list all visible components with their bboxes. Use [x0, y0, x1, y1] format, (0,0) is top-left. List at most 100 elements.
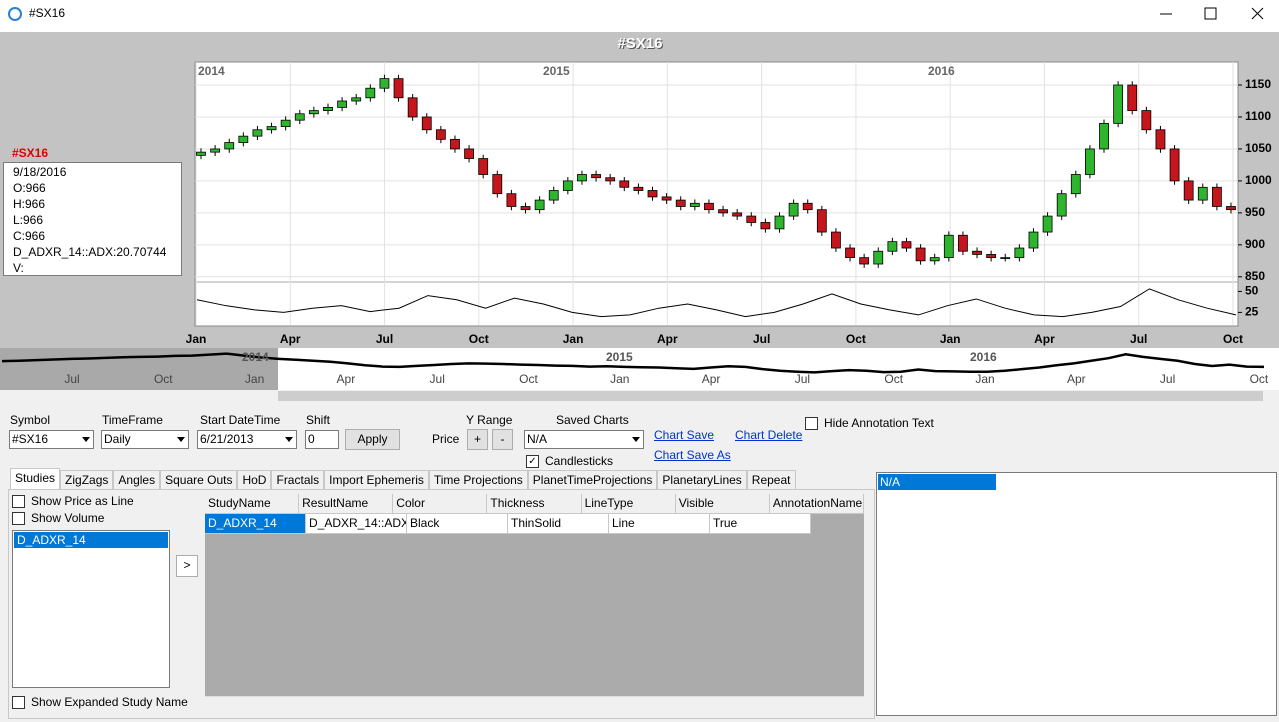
candle-body — [266, 126, 277, 131]
x-tick-label: Jan — [563, 332, 584, 346]
candle-body — [1113, 84, 1124, 124]
candle-body — [591, 174, 601, 179]
y-tick-label: 950 — [1245, 205, 1265, 219]
move-button[interactable]: > — [176, 555, 198, 577]
plus-button[interactable]: + — [467, 429, 488, 450]
label: Hide Annotation Text — [824, 416, 934, 430]
grid-cell[interactable]: Line — [609, 514, 710, 534]
tab[interactable]: Time Projections — [428, 470, 528, 490]
candle-body — [718, 209, 728, 214]
label: Saved Charts — [556, 413, 629, 427]
tab[interactable]: Angles — [113, 470, 161, 490]
candle-body — [845, 247, 855, 259]
candle-body — [1183, 180, 1194, 201]
chart-save-as[interactable]: Chart Save As — [654, 448, 731, 462]
info-line: H:966 — [13, 197, 46, 211]
grid-cell[interactable]: D_ADXR_14::ADX — [306, 514, 407, 534]
scroll-thumb[interactable] — [278, 391, 1263, 401]
start-date[interactable]: 6/21/2013 — [197, 430, 297, 449]
tab[interactable]: PlanetTimeProjections — [527, 470, 658, 490]
saved-select[interactable]: N/A — [524, 430, 644, 449]
label: Y Range — [466, 413, 513, 427]
candle-body — [464, 148, 474, 159]
column-header: Visible — [675, 494, 770, 514]
x-tick-label: Jan — [940, 332, 961, 346]
show-volume-checkbox[interactable]: Show Volume — [12, 511, 104, 525]
chart-window: #SX16 #SX16 #SX16 Jan Apr Jul Oct Jan Apr Jul O… — [0, 0, 1279, 402]
navigator-month: Oct — [154, 372, 173, 386]
hide-annotation-checkbox[interactable]: Hide Annotation Text — [805, 416, 934, 430]
label: Price — [432, 432, 460, 446]
tab[interactable]: Studies — [10, 468, 61, 490]
candle-body — [435, 129, 446, 140]
info-line: D_ADXR_14::ADX:20.70744 — [13, 245, 167, 259]
candle-body — [393, 78, 404, 99]
chart-delete[interactable]: Chart Delete — [735, 428, 803, 442]
tab[interactable]: Repeat — [746, 470, 796, 490]
candle-body — [1141, 110, 1152, 131]
column-header: StudyName — [205, 494, 300, 514]
label: Shift — [306, 413, 331, 427]
label: Show Volume — [31, 511, 105, 525]
list-item[interactable]: D_ADXR_14 — [14, 532, 168, 548]
candle-body — [689, 202, 700, 207]
column-header: ResultName — [299, 494, 394, 514]
minus-button[interactable]: - — [492, 429, 513, 450]
candle-body — [351, 97, 362, 102]
x-tick-label: Oct — [469, 332, 489, 346]
x-tick-label: Apr — [657, 332, 678, 346]
candle-body — [1056, 193, 1067, 217]
candle-body — [337, 100, 347, 108]
candle-body — [704, 202, 714, 211]
close[interactable] — [1251, 7, 1264, 20]
window-title: #SX16 — [29, 6, 65, 20]
show-price-line-checkbox[interactable]: Show Price as Line — [12, 494, 134, 508]
tab[interactable]: HoD — [237, 470, 272, 490]
candlesticks-checkbox[interactable]: ✓ Candlesticks — [526, 454, 613, 468]
grid-cell[interactable]: True — [710, 514, 811, 534]
tab[interactable]: Fractals — [271, 470, 325, 490]
column-header: Thickness — [487, 494, 582, 514]
navigator-month: Oct — [519, 372, 538, 386]
y-tick-label: 1050 — [1245, 141, 1272, 155]
candle-body — [548, 190, 559, 201]
grid-row: D_ADXR_14 D_ADXR_14::ADX Black ThinSolid Lin… — [205, 514, 864, 534]
apply-button[interactable]: Apply — [345, 429, 400, 450]
navigator-month: Oct — [884, 372, 903, 386]
candle-body — [450, 138, 460, 150]
x-tick-label: Jul — [1130, 332, 1147, 346]
candle-body — [1000, 257, 1011, 260]
candle-body — [492, 174, 503, 195]
tab[interactable]: Square Outs — [160, 470, 238, 490]
x-tick-label: Oct — [1223, 332, 1243, 346]
list-item[interactable]: N/A — [878, 474, 996, 490]
show-expanded-checkbox[interactable]: Show Expanded Study Name — [12, 695, 188, 709]
candle-body — [887, 241, 898, 252]
candle-body — [1197, 186, 1208, 201]
timeframe-select[interactable]: Daily — [101, 430, 189, 449]
chart-title: #SX16 — [617, 35, 662, 52]
navigator-month: Apr — [702, 372, 721, 386]
chart-save[interactable]: Chart Save — [654, 428, 715, 442]
adx-line — [196, 288, 1237, 318]
info-line: L:966 — [13, 213, 44, 227]
tab[interactable]: ZigZags — [60, 470, 114, 490]
navigator-year: 2014 — [242, 350, 269, 364]
grid-cell[interactable]: Black — [407, 514, 508, 534]
candle-body — [308, 110, 319, 115]
candle-body — [661, 196, 672, 201]
shift-input[interactable]: 0 — [305, 430, 339, 449]
info-line: C:966 — [13, 229, 46, 243]
maximize[interactable] — [1204, 7, 1217, 20]
grid-cell[interactable]: D_ADXR_14 — [205, 514, 306, 534]
candle-body — [788, 202, 799, 217]
grid-scrollbar[interactable] — [205, 696, 864, 713]
tab[interactable]: Import Ephemeris — [324, 470, 429, 490]
navigator-month: Jul — [64, 372, 79, 386]
symbol-select[interactable]: #SX16 — [9, 430, 94, 449]
grid-cell[interactable]: ThinSolid — [508, 514, 609, 534]
candle-body — [831, 231, 841, 249]
tab[interactable]: PlanetaryLines — [657, 470, 747, 490]
candle-body — [562, 180, 573, 191]
x-tick-label: Oct — [846, 332, 866, 346]
